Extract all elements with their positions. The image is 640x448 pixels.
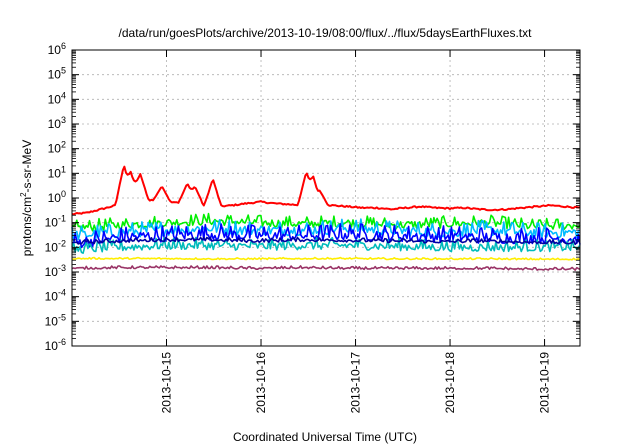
y-axis-label: protons/cm2-s-sr-MeV (19, 140, 34, 256)
y-tick-base: 10 (48, 92, 62, 106)
y-tick-base: 10 (45, 216, 59, 230)
y-tick-exponent: 0 (61, 189, 66, 199)
series-line-6 (72, 236, 581, 246)
y-axis-label-base: protons/cm (20, 197, 34, 256)
y-tick-exponent: -5 (58, 312, 66, 322)
y-tick-exponent: -2 (58, 238, 66, 248)
series-line-1 (71, 165, 581, 216)
x-tick-label: 2013-10-16 (254, 352, 268, 414)
y-tick-base: 10 (45, 265, 59, 279)
y-tick-exponent: -6 (58, 337, 66, 347)
x-tick-label: 2013-10-15 (160, 352, 174, 414)
y-tick-label: 10-6 (45, 337, 66, 353)
y-tick-exponent: -4 (58, 288, 66, 298)
y-tick-exponent: 5 (61, 66, 66, 76)
y-tick-label: 102 (48, 140, 66, 156)
y-tick-exponent: -3 (58, 263, 66, 273)
y-tick-label: 10-1 (45, 214, 66, 230)
y-tick-base: 10 (48, 166, 62, 180)
chart-title: /data/run/goesPlots/archive/2013-10-19/0… (119, 26, 533, 40)
y-tick-label: 106 (48, 41, 66, 57)
y-tick-base: 10 (45, 339, 59, 353)
y-tick-label: 10-5 (45, 312, 66, 328)
series-line-7 (71, 256, 581, 261)
y-tick-base: 10 (45, 314, 59, 328)
y-tick-base: 10 (45, 290, 59, 304)
y-tick-base: 10 (48, 191, 62, 205)
y-axis-label-sup: 2 (19, 192, 28, 197)
y-tick-label: 103 (48, 115, 66, 131)
x-tick-label: 2013-10-18 (443, 352, 457, 414)
y-tick-exponent: 1 (61, 164, 66, 174)
x-axis-label: Coordinated Universal Time (UTC) (233, 430, 417, 444)
y-tick-label: 101 (48, 164, 66, 180)
y-tick-label: 105 (48, 66, 66, 82)
x-tick-label: 2013-10-17 (349, 352, 363, 414)
y-tick-label: 10-3 (45, 263, 66, 279)
x-axis-ticks: 2013-10-15 2013-10-16 2013-10-17 2013-10-18… (160, 50, 552, 413)
y-tick-exponent: 2 (61, 140, 66, 150)
y-tick-exponent: 4 (61, 90, 66, 100)
x-tick-label: 2013-10-19 (538, 352, 552, 414)
grid (72, 50, 580, 346)
y-tick-base: 10 (48, 43, 62, 57)
y-tick-base: 10 (48, 68, 62, 82)
y-tick-exponent: -1 (58, 214, 66, 224)
series-line-3 (71, 218, 581, 242)
y-tick-exponent: 6 (61, 41, 66, 51)
y-tick-label: 10-4 (45, 288, 66, 304)
y-tick-label: 10-2 (45, 238, 66, 254)
y-tick-exponent: 3 (61, 115, 66, 125)
y-tick-base: 10 (48, 117, 62, 131)
series-lines (71, 165, 581, 271)
y-tick-base: 10 (48, 142, 62, 156)
y-tick-label: 100 (48, 189, 66, 205)
y-tick-base: 10 (45, 240, 59, 254)
series-line-4 (71, 223, 581, 249)
series-line-5 (71, 236, 581, 254)
y-axis-label-rest: -s-sr-MeV (20, 140, 34, 193)
series-line-8 (71, 265, 581, 271)
y-tick-label: 104 (48, 90, 66, 106)
y-axis-ticks: 10-610-510-410-310-210-11001011021031041… (45, 41, 580, 353)
